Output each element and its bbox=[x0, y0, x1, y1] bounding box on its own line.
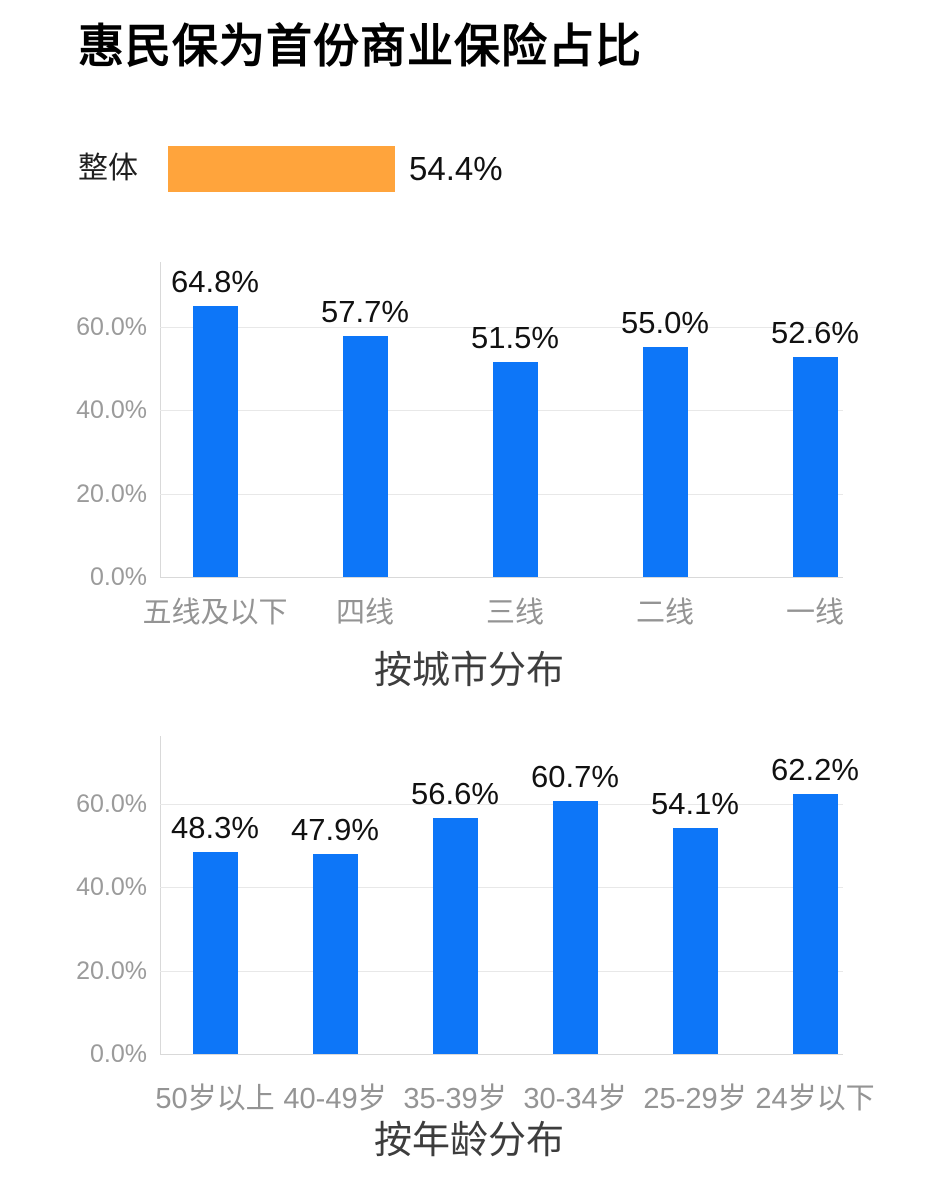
bar-value-label: 52.6% bbox=[771, 315, 859, 350]
bar-value-label: 64.8% bbox=[171, 264, 259, 299]
bar bbox=[433, 818, 478, 1054]
x-axis-line bbox=[160, 577, 843, 578]
x-tick-label: 25-29岁 bbox=[643, 1083, 747, 1115]
bar-value-label: 62.2% bbox=[771, 752, 859, 787]
x-tick-label: 50岁以上 bbox=[155, 1083, 275, 1115]
x-tick-label: 三线 bbox=[485, 597, 544, 629]
bar-value-label: 51.5% bbox=[471, 320, 559, 355]
y-tick-label: 20.0% bbox=[76, 957, 147, 985]
bar bbox=[343, 336, 388, 577]
page-title: 惠民保为首份商业保险占比 bbox=[78, 20, 642, 72]
bar bbox=[193, 306, 238, 577]
x-tick-label: 五线及以下 bbox=[142, 597, 288, 629]
y-tick-label: 20.0% bbox=[76, 480, 147, 508]
y-tick-label: 40.0% bbox=[76, 873, 147, 901]
x-tick-label: 四线 bbox=[335, 597, 394, 629]
bar bbox=[553, 801, 598, 1054]
bar-value-label: 48.3% bbox=[171, 810, 259, 845]
bar-value-label: 57.7% bbox=[321, 294, 409, 329]
gridline bbox=[160, 971, 843, 972]
bar-value-label: 47.9% bbox=[291, 812, 379, 847]
overall-label: 整体 bbox=[78, 152, 138, 185]
x-tick-label: 一线 bbox=[785, 597, 844, 629]
bar-value-label: 60.7% bbox=[531, 759, 619, 794]
bar bbox=[493, 362, 538, 577]
y-tick-label: 60.0% bbox=[76, 313, 147, 341]
x-tick-label: 40-49岁 bbox=[283, 1083, 387, 1115]
overall-value-label: 54.4% bbox=[409, 150, 503, 187]
bar-value-label: 54.1% bbox=[651, 786, 739, 821]
bar bbox=[193, 852, 238, 1054]
bar bbox=[793, 794, 838, 1054]
x-tick-label: 24岁以下 bbox=[755, 1083, 875, 1115]
bar bbox=[673, 828, 718, 1054]
bar-value-label: 56.6% bbox=[411, 776, 499, 811]
x-tick-label: 35-39岁 bbox=[403, 1083, 507, 1115]
gridline bbox=[160, 804, 843, 805]
y-axis-line bbox=[160, 262, 161, 577]
bar bbox=[793, 357, 838, 577]
y-tick-label: 0.0% bbox=[90, 1040, 147, 1068]
gridline bbox=[160, 327, 843, 328]
y-tick-label: 40.0% bbox=[76, 396, 147, 424]
gridline bbox=[160, 887, 843, 888]
x-axis-line bbox=[160, 1054, 843, 1055]
overall-bar bbox=[168, 146, 395, 192]
x-tick-label: 二线 bbox=[635, 597, 694, 629]
y-tick-label: 0.0% bbox=[90, 563, 147, 591]
chart-title: 按城市分布 bbox=[373, 650, 564, 692]
chart-title: 按年龄分布 bbox=[373, 1120, 564, 1162]
y-tick-label: 60.0% bbox=[76, 790, 147, 818]
y-axis-line bbox=[160, 736, 161, 1054]
x-tick-label: 30-34岁 bbox=[523, 1083, 627, 1115]
bar-value-label: 55.0% bbox=[621, 305, 709, 340]
bar bbox=[313, 854, 358, 1054]
bar bbox=[643, 347, 688, 577]
